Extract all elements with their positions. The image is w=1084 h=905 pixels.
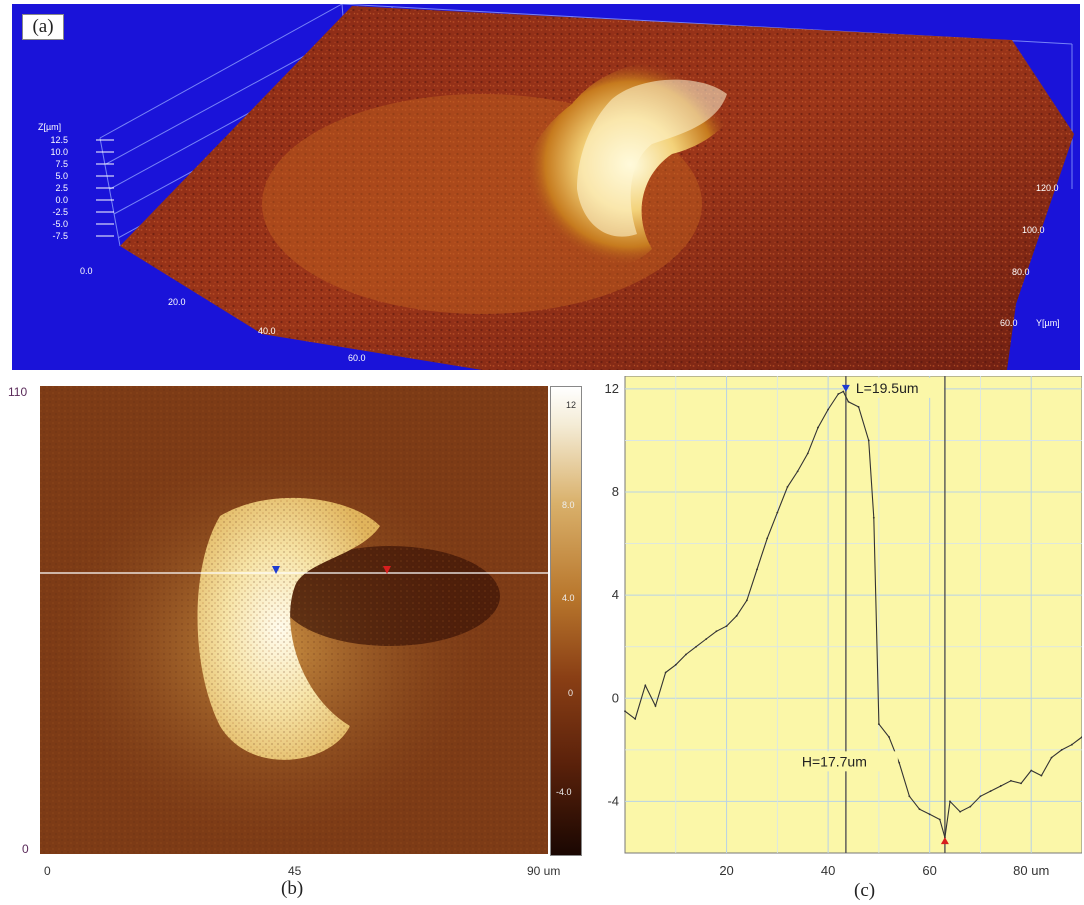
panel-a-label-box: (a)	[22, 14, 64, 40]
colorbar-tick: 0	[568, 688, 574, 698]
profile-data-point	[999, 785, 1002, 787]
panel-a-z-ticks: 12.5 10.0 7.5 5.0 2.5 0.0 -2.5 -5.0 -7.5	[50, 135, 68, 241]
x-tick-label: 60	[922, 863, 936, 878]
profile-data-point	[949, 800, 951, 803]
profile-data-point	[756, 568, 758, 571]
panel-c-label: (c)	[854, 880, 876, 901]
profile-data-point	[695, 645, 697, 648]
panel-b-x-tick: 90 um	[527, 864, 561, 878]
profile-data-point	[837, 393, 840, 395]
profile-data-point	[898, 761, 901, 764]
blue-marker	[841, 384, 850, 392]
profile-data-point	[644, 684, 647, 687]
profile-data-point	[908, 795, 911, 798]
panel-a-y-tick: 100.0	[1022, 225, 1045, 235]
panel-b-y-tick-top: 110	[8, 385, 28, 399]
profile-data-point	[1081, 736, 1082, 738]
panel-a-x-tick: 40.0	[258, 326, 276, 336]
annotation-height: H=17.7um	[802, 753, 867, 769]
profile-data-point	[872, 516, 875, 519]
panel-a-y-tick: 80.0	[1012, 267, 1030, 277]
colorbar-tick: -4.0	[556, 787, 572, 797]
panel-b-colorbar	[550, 386, 582, 856]
profile-data-point	[796, 470, 799, 473]
y-tick-label: 0	[612, 690, 619, 705]
colorbar-tick: 12	[566, 400, 577, 410]
profile-data-point	[766, 537, 769, 540]
profile-data-point	[979, 795, 982, 798]
profile-data-point	[674, 663, 677, 666]
profile-data-point	[634, 718, 637, 720]
profile-data-point	[1040, 774, 1043, 777]
panel-a-y-axis-label: Y[µm]	[1036, 318, 1060, 328]
profile-data-point	[786, 485, 789, 488]
profile-data-point	[959, 810, 962, 813]
colorbar-tick: 8.0	[562, 500, 575, 510]
profile-data-point	[776, 511, 779, 514]
profile-data-point	[877, 723, 880, 725]
profile-data-point	[989, 790, 992, 793]
profile-data-point	[918, 808, 921, 811]
panel-a-y-tick: 120.0	[1036, 183, 1059, 193]
profile-data-point	[1010, 779, 1012, 782]
panel-b-red-marker	[383, 566, 391, 574]
panel-a-3d-surface	[12, 4, 1080, 370]
profile-data-point	[654, 705, 657, 707]
profile-data-point	[867, 439, 870, 442]
profile-data-point	[827, 408, 830, 411]
profile-data-point	[705, 638, 708, 640]
panel-a-x-tick: 20.0	[168, 297, 186, 307]
profile-data-point	[888, 736, 890, 738]
colorbar-tick: 4.0	[562, 593, 575, 603]
panel-a-x-tick: 60.0	[348, 353, 366, 363]
profile-data-point	[1020, 782, 1022, 785]
y-tick-label: 4	[612, 587, 619, 602]
panel-b-height-map	[40, 386, 548, 854]
annotation-length: L=19.5um	[856, 380, 919, 396]
profile-data-point	[857, 406, 860, 408]
x-tick-label: 40	[821, 863, 835, 878]
panel-a-z-axis-label: Z[µm]	[38, 122, 62, 132]
profile-data-point	[1030, 769, 1033, 772]
profile-data-point	[664, 671, 667, 674]
x-tick-label: 20	[719, 863, 733, 878]
x-tick-label: 80 um	[1013, 863, 1049, 878]
profile-data-point	[1060, 748, 1063, 751]
profile-data-point	[725, 625, 728, 628]
profile-data-point	[624, 710, 626, 713]
panel-b-blue-marker	[272, 566, 280, 574]
panel-a-x-tick: 0.0	[80, 266, 93, 276]
panel-a-y-tick: 60.0	[1000, 318, 1018, 328]
profile-data-point	[928, 813, 931, 816]
profile-data-point	[745, 599, 748, 602]
profile-data-point	[842, 390, 845, 393]
profile-data-point	[1070, 743, 1073, 746]
panel-b-x-tick: 45	[288, 864, 302, 878]
y-tick-label: 12	[605, 381, 619, 396]
panel-a-label: (a)	[32, 16, 54, 37]
panel-b-x-tick: 0	[44, 864, 51, 878]
profile-data-point	[735, 614, 738, 617]
panel-b-label: (b)	[281, 878, 304, 899]
annotation-length-bg	[849, 377, 944, 398]
profile-data-point	[685, 653, 687, 656]
profile-data-point	[806, 452, 809, 455]
profile-data-point	[817, 426, 819, 429]
profile-data-point	[847, 400, 850, 403]
profile-data-point	[969, 805, 972, 808]
annotation-height-bg	[797, 751, 898, 772]
profile-data-point	[938, 818, 941, 821]
panel-b-y-tick-bottom: 0	[22, 842, 29, 856]
profile-data-point	[715, 630, 718, 633]
red-marker	[940, 837, 949, 845]
y-tick-label: -4	[607, 793, 619, 808]
y-tick-label: 8	[612, 484, 619, 499]
profile-data-point	[1050, 756, 1053, 759]
plot-area	[624, 376, 1082, 854]
